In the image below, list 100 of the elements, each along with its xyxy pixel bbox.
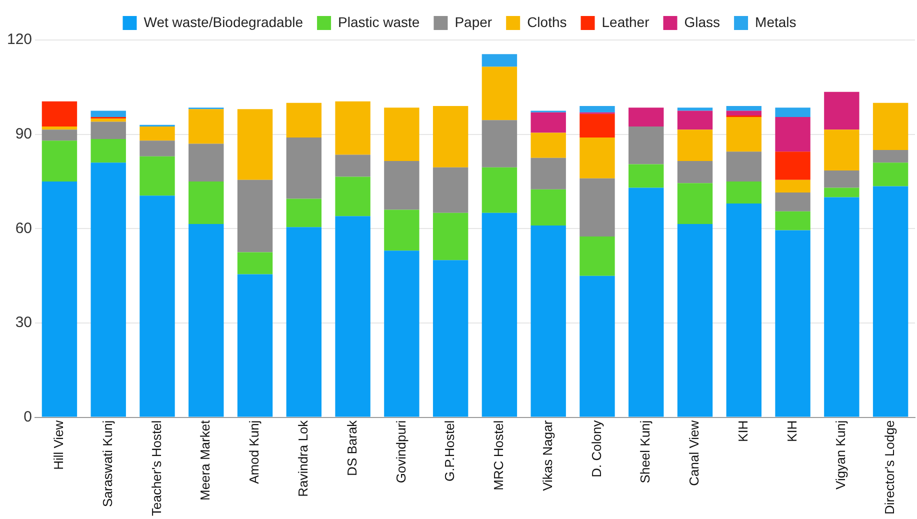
bar xyxy=(872,162,908,186)
bar xyxy=(530,226,566,417)
bar xyxy=(530,132,566,158)
bar xyxy=(677,183,713,224)
bar xyxy=(384,210,420,251)
bar xyxy=(775,230,810,417)
bar xyxy=(42,126,78,130)
bar xyxy=(482,167,518,213)
y-tick-label: 30 xyxy=(15,314,32,332)
y-tick-label: 90 xyxy=(15,125,32,142)
bar xyxy=(677,110,713,130)
bar xyxy=(90,110,126,118)
bar xyxy=(237,274,273,417)
bar xyxy=(775,211,810,230)
x-tick-label: Hill View xyxy=(51,420,66,470)
bar xyxy=(286,102,322,138)
bar xyxy=(824,197,860,417)
x-tick-label: KIH xyxy=(784,420,800,442)
bar xyxy=(482,120,518,168)
bar xyxy=(482,66,518,120)
bar xyxy=(188,109,224,144)
x-tick-label: Teacher's Hostel xyxy=(148,420,164,516)
bar xyxy=(384,250,420,417)
bar xyxy=(286,198,322,228)
bar xyxy=(628,188,664,417)
bar xyxy=(286,137,322,199)
bar xyxy=(237,252,273,274)
x-tick-label: D. Colony xyxy=(588,420,604,478)
bar xyxy=(530,112,566,133)
bar xyxy=(677,224,713,417)
bar xyxy=(432,167,468,213)
legend-label: Plastic waste xyxy=(338,14,420,30)
bar xyxy=(726,110,762,116)
bar xyxy=(872,150,908,163)
bar xyxy=(188,224,224,417)
bar xyxy=(824,92,860,130)
x-tick-label: G.P.Hostel xyxy=(442,420,458,482)
bar xyxy=(580,114,615,138)
x-tick-label: Sheel Kunj xyxy=(638,420,653,484)
bar xyxy=(580,137,615,178)
bar xyxy=(580,276,615,417)
bar xyxy=(188,181,224,224)
y-tick-label: 60 xyxy=(15,220,32,237)
x-tick-label: Amod Kunj xyxy=(246,420,262,484)
bar xyxy=(90,118,126,122)
legend-label: Glass xyxy=(684,14,720,30)
x-tick-label: Meera Market xyxy=(198,420,213,501)
bar xyxy=(335,101,370,155)
legend-label: Wet waste/Biodegradable xyxy=(144,14,304,30)
bar xyxy=(628,108,664,126)
bar xyxy=(580,236,615,276)
bar xyxy=(286,227,322,417)
bar xyxy=(335,176,370,216)
legend-label: Metals xyxy=(755,14,796,30)
x-tick-label: DS Barak xyxy=(344,420,360,476)
x-tick-label: Saraswati Kunj xyxy=(100,420,115,508)
bar xyxy=(188,144,224,182)
bar xyxy=(42,130,78,141)
y-tick-label: 0 xyxy=(24,408,32,426)
bar xyxy=(90,162,126,417)
bar xyxy=(384,108,420,162)
bar xyxy=(432,212,468,260)
bar xyxy=(580,178,615,237)
bar xyxy=(872,102,908,150)
bar xyxy=(140,126,175,141)
bar xyxy=(775,192,810,212)
bar xyxy=(42,140,78,182)
bar xyxy=(726,152,762,182)
bar xyxy=(237,109,273,180)
bar xyxy=(824,170,860,188)
x-tick-label: Govindpuri xyxy=(393,420,408,484)
x-tick-label: Canal View xyxy=(686,420,702,486)
bar xyxy=(140,196,175,417)
bar xyxy=(140,156,175,196)
x-tick-label: KIH xyxy=(735,420,750,442)
legend-label: Leather xyxy=(602,14,650,30)
bar xyxy=(726,117,762,152)
bar xyxy=(140,140,175,156)
bar xyxy=(482,54,518,67)
x-tick-label: Ravindra Lok xyxy=(295,420,310,497)
bar xyxy=(580,106,615,112)
bar xyxy=(775,180,810,192)
bar xyxy=(677,161,713,184)
bar xyxy=(432,260,468,417)
legend-label: Paper xyxy=(454,14,492,30)
y-tick-label: 120 xyxy=(6,31,32,48)
bar xyxy=(726,181,762,204)
bar xyxy=(628,126,664,164)
bar xyxy=(824,188,860,198)
bar xyxy=(335,216,370,417)
x-tick-label: Director's Lodge xyxy=(882,420,898,515)
bar xyxy=(677,108,713,111)
bar xyxy=(482,212,518,417)
bar xyxy=(775,108,810,118)
bar xyxy=(775,117,810,152)
bar xyxy=(726,106,762,111)
legend-label: Cloths xyxy=(527,14,567,30)
bar xyxy=(726,204,762,417)
bar xyxy=(90,122,126,140)
x-tick-label: Vikas Nagar xyxy=(540,420,555,491)
